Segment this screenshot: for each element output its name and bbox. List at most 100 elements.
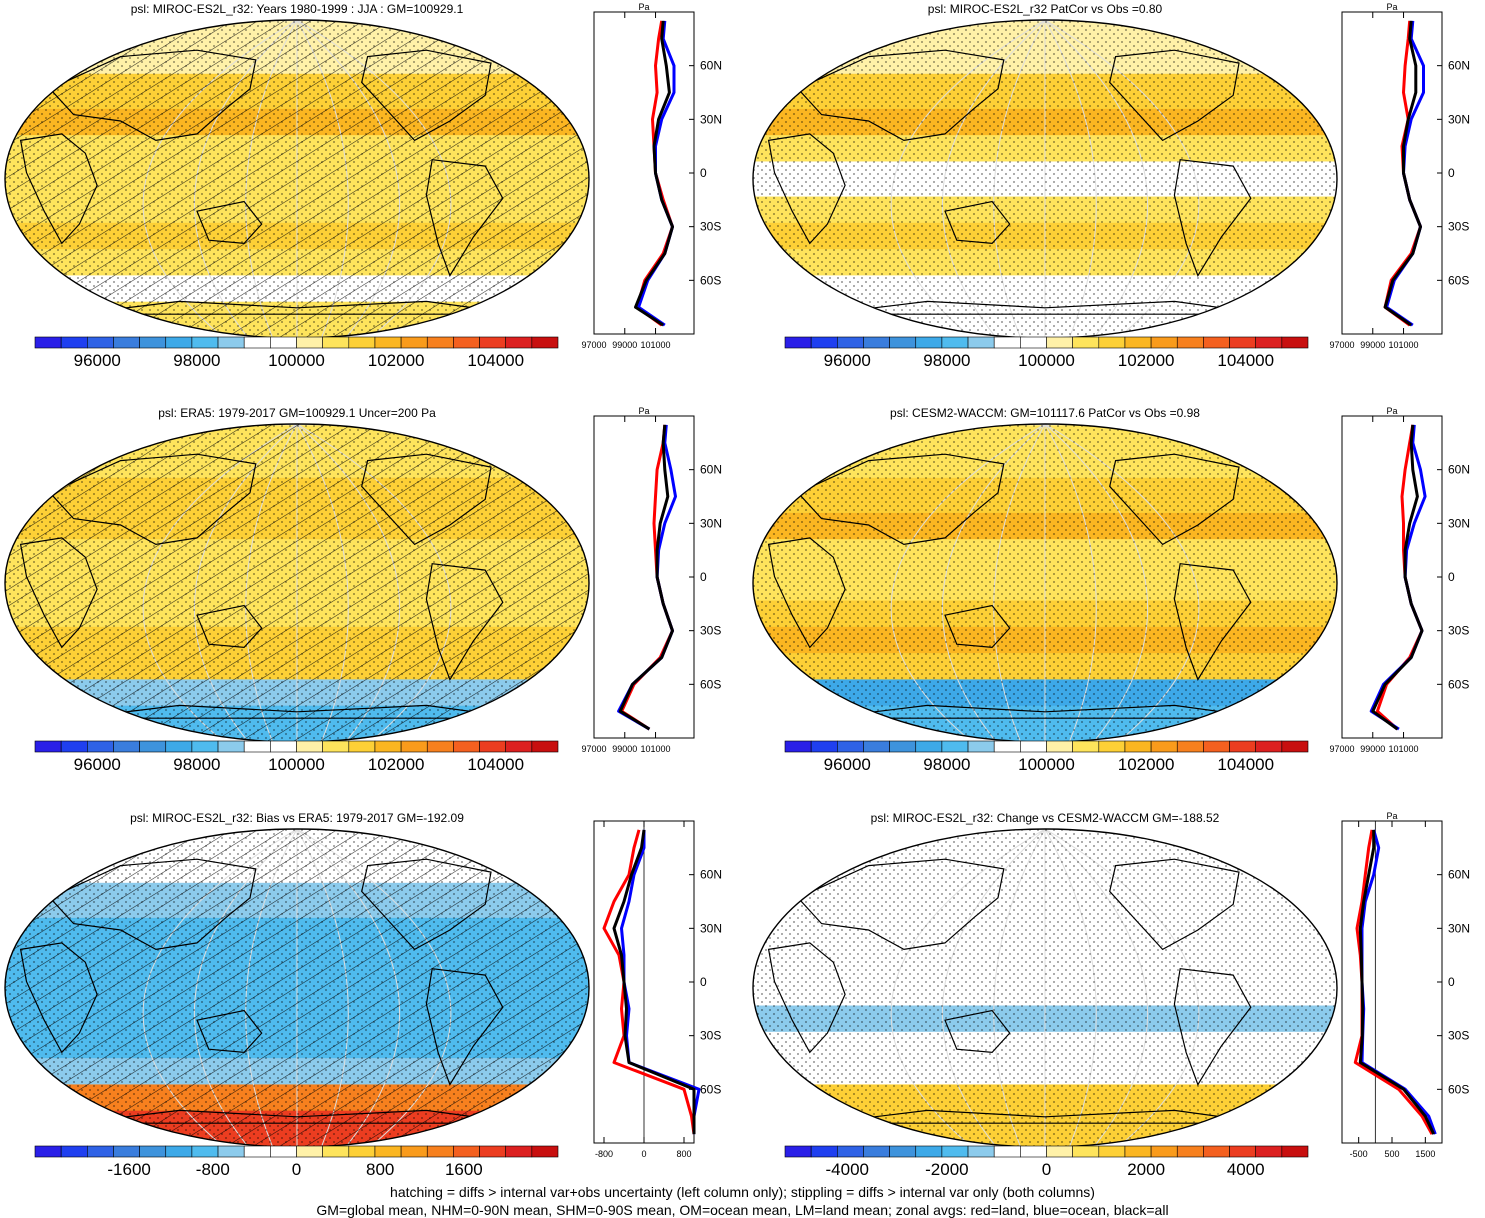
profile-line-all <box>1371 424 1424 731</box>
colorbar-tick-label: 98000 <box>173 755 220 774</box>
colorbar-tick-label: 104000 <box>467 755 524 774</box>
zonal-profile: Pa 60N 30N 0 30S 60S 97000 99000 101000 <box>581 406 722 754</box>
colorbar-tick-label: 98000 <box>923 755 970 774</box>
colorbar-box <box>165 740 193 753</box>
profile-line-ocean <box>617 424 677 731</box>
panel-3: psl: ERA5: 1979-2017 GM=100929.1 Uncer=2… <box>4 406 722 774</box>
profile-xlabel: 99000 <box>612 340 637 350</box>
profile-ylabel: 30N <box>1448 921 1470 935</box>
colorbar-tick-label: 98000 <box>173 351 220 370</box>
colorbar-box <box>1255 740 1283 753</box>
profile-ylabel: 60N <box>700 59 722 73</box>
profile-xlabel: 97000 <box>581 340 606 350</box>
colorbar-tick-label: 102000 <box>1118 351 1175 370</box>
colorbar-box <box>915 336 943 349</box>
colorbar-tick-label: -2000 <box>925 1160 968 1179</box>
colorbar-box <box>967 336 995 349</box>
colorbar-box <box>87 740 114 753</box>
profile-ylabel: 60S <box>1448 677 1469 691</box>
colorbar-tick-label: 0 <box>292 1160 301 1179</box>
colorbar-box <box>967 740 995 753</box>
colorbar-box <box>1176 1145 1204 1158</box>
colorbar-tick-label: 98000 <box>923 351 970 370</box>
colorbar-box <box>941 740 969 753</box>
colorbar-box <box>993 1145 1021 1158</box>
hatching <box>5 829 589 1147</box>
colorbar-box <box>1203 336 1230 349</box>
profile-ylabel: 0 <box>1448 975 1455 989</box>
profile-frame <box>1341 415 1443 739</box>
profile-xlabel: 99000 <box>612 744 637 754</box>
colorbar-box <box>1255 336 1283 349</box>
colorbar-tick-label: 96000 <box>74 755 121 774</box>
colorbar-box <box>1150 740 1178 753</box>
colorbar-box <box>34 336 62 349</box>
colorbar-box <box>1046 1145 1073 1158</box>
colorbar-tick-label: -800 <box>196 1160 230 1179</box>
colorbar-box <box>1124 1145 1152 1158</box>
panel-title: psl: CESM2-WACCM: GM=101117.6 PatCor vs … <box>890 406 1200 420</box>
colorbar-tick-label: -1600 <box>107 1160 150 1179</box>
colorbar-box <box>322 336 350 349</box>
colorbar-box <box>400 336 428 349</box>
profile-line-all <box>612 829 696 1135</box>
panel-title: psl: MIROC-ES2L_r32: Change vs CESM2-WAC… <box>871 811 1220 825</box>
hatching <box>5 424 589 742</box>
colorbar-box <box>1046 740 1073 753</box>
profile-ylabel: 30S <box>700 1029 721 1043</box>
colorbar-box <box>270 336 297 349</box>
profile-ylabel: 30S <box>700 220 721 234</box>
colorbar-tick-label: 96000 <box>824 351 871 370</box>
colorbar-box <box>87 336 114 349</box>
panel-title: psl: MIROC-ES2L_r32: Bias vs ERA5: 1979-… <box>130 811 464 825</box>
colorbar-box <box>374 740 402 753</box>
colorbar-tick-label: 100000 <box>1018 755 1075 774</box>
colorbar-box <box>1229 740 1257 753</box>
profile-line-all <box>1383 20 1422 327</box>
colorbar-box <box>60 740 88 753</box>
colorbar-box <box>243 336 271 349</box>
profile-line-all <box>1358 829 1436 1135</box>
colorbar-box <box>836 740 864 753</box>
colorbar: 96000 98000 100000 102000 104000 <box>34 740 559 774</box>
colorbar-box <box>139 740 167 753</box>
colorbar-box <box>1020 336 1047 349</box>
map-field <box>5 424 589 742</box>
colorbar-box <box>1098 740 1126 753</box>
profile-ylabel: 0 <box>1448 166 1455 180</box>
colorbar-box <box>139 1145 167 1158</box>
colorbar-box <box>113 336 140 349</box>
colorbar-tick-label: 104000 <box>1217 755 1274 774</box>
footer-note-1: hatching = diffs > internal var+obs unce… <box>390 1184 1095 1200</box>
colorbar-box <box>1203 1145 1230 1158</box>
profile-ylabel: 60N <box>1448 59 1470 73</box>
colorbar-box <box>505 1145 533 1158</box>
profile-unit: Pa <box>1386 406 1397 416</box>
profile-xlabel: 97000 <box>581 744 606 754</box>
colorbar-box <box>1229 1145 1257 1158</box>
profile-ylabel: 60N <box>700 868 722 882</box>
colorbar-tick-label: 96000 <box>74 351 121 370</box>
profile-unit: Pa <box>1386 811 1397 821</box>
panel-1: psl: MIROC-ES2L_r32: Years 1980-1999 : J… <box>4 2 722 370</box>
profile-ylabel: 60S <box>1448 1082 1469 1096</box>
colorbar-box <box>1176 740 1204 753</box>
colorbar-box <box>217 740 245 753</box>
colorbar-tick-label: 800 <box>366 1160 394 1179</box>
panel-6: psl: MIROC-ES2L_r32: Change vs CESM2-WAC… <box>752 811 1470 1179</box>
colorbar-box <box>784 1145 812 1158</box>
colorbar-box <box>1281 336 1309 349</box>
profile-xlabel: 101000 <box>641 744 671 754</box>
colorbar-box <box>34 1145 62 1158</box>
stippling <box>753 20 1337 338</box>
colorbar-box <box>836 336 864 349</box>
colorbar-box <box>296 1145 323 1158</box>
colorbar: -1600 -800 0 800 1600 <box>34 1145 559 1179</box>
panel-title: psl: ERA5: 1979-2017 GM=100929.1 Uncer=2… <box>158 406 436 420</box>
colorbar-box <box>191 1145 219 1158</box>
colorbar-box <box>505 336 533 349</box>
zonal-profile: Pa 60N 30N 0 30S 60S 97000 99000 101000 <box>1329 406 1470 754</box>
colorbar-box <box>889 336 917 349</box>
map-field <box>753 20 1337 338</box>
colorbar-box <box>60 336 88 349</box>
